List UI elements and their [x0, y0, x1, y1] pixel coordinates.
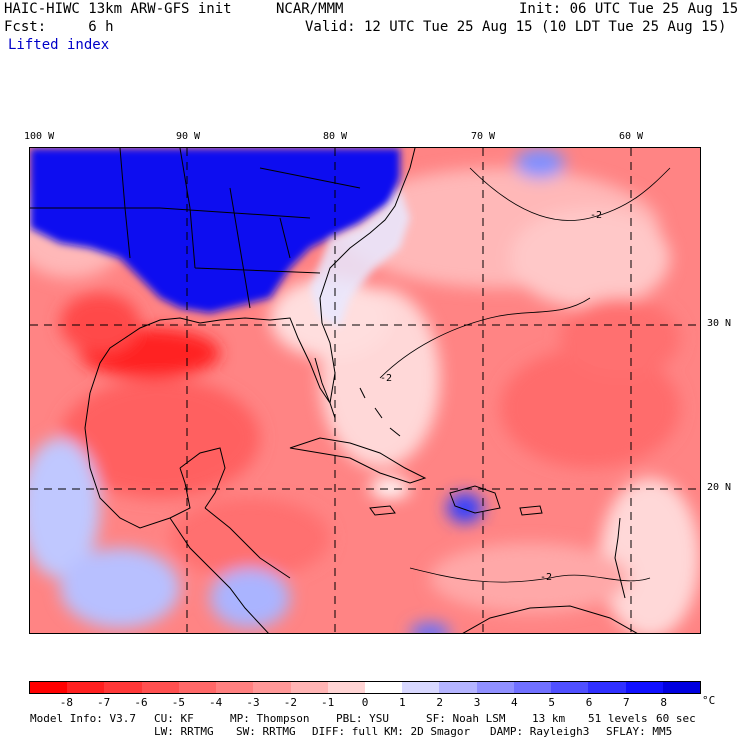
field-name: Lifted index — [8, 37, 110, 53]
graticule — [30, 148, 700, 633]
color-swatch — [364, 682, 403, 693]
color-scale-unit: °C — [702, 694, 716, 707]
color-scale-label: -8 — [59, 696, 73, 709]
lon-label: 70 W — [471, 131, 496, 142]
model-info-lw: LW: RRTMG — [154, 725, 214, 738]
model-info-sf: SF: Noah LSM — [426, 712, 506, 725]
color-scale-label: -2 — [283, 696, 297, 709]
stable-air-region — [30, 148, 400, 313]
contour-label: -2 — [590, 210, 602, 221]
color-swatch — [476, 682, 514, 693]
model-info-diff: DIFF: full — [312, 725, 379, 738]
lon-label: 90 W — [176, 131, 201, 142]
color-scale-label: 4 — [511, 696, 518, 709]
model-info-sw: SW: RRTMG — [236, 725, 296, 738]
color-swatch — [327, 682, 365, 693]
color-scale-label: -4 — [209, 696, 223, 709]
model-info-timestep: 60 sec — [656, 712, 696, 725]
color-swatch — [178, 682, 217, 693]
color-swatch — [625, 682, 663, 693]
lon-label: 80 W — [323, 131, 348, 142]
color-swatch — [141, 682, 179, 693]
model-title: HAIC-HIWC 13km ARW-GFS init — [4, 1, 232, 17]
lat-label: 20 N — [707, 482, 732, 493]
color-swatch — [402, 682, 440, 693]
organization: NCAR/MMM — [276, 1, 344, 17]
model-info-mp: MP: Thompson — [230, 712, 310, 725]
color-swatch — [662, 682, 700, 693]
color-swatch — [253, 682, 291, 693]
contour-label: -2 — [380, 373, 392, 384]
field-shading — [30, 148, 700, 633]
color-swatch — [588, 682, 626, 693]
contours — [379, 167, 671, 583]
color-swatch — [513, 682, 552, 693]
model-info-version: Model Info: V3.7 — [30, 712, 136, 725]
color-scale-label: 5 — [548, 696, 555, 709]
color-scale-label: 3 — [473, 696, 481, 709]
lon-label: 100 W — [24, 131, 55, 142]
color-scale-label: 2 — [436, 696, 443, 709]
color-swatch — [551, 682, 589, 693]
valid-time: Valid: 12 UTC Tue 25 Aug 15 (10 LDT Tue … — [305, 19, 727, 35]
model-info-pbl: PBL: YSU — [336, 712, 389, 725]
model-info-levels: 51 levels — [588, 712, 648, 725]
color-scale-label: 6 — [585, 696, 593, 709]
lat-label: 30 N — [707, 318, 732, 329]
color-swatch — [104, 682, 142, 693]
color-swatch — [216, 682, 254, 693]
model-info-damp: DAMP: Rayleigh3 — [490, 725, 590, 738]
color-scale-label: -6 — [134, 696, 148, 709]
color-scale-label: -5 — [171, 696, 185, 709]
color-swatch — [67, 682, 105, 693]
color-swatch — [290, 682, 328, 693]
init-time: Init: 06 UTC Tue 25 Aug 15 — [519, 1, 739, 17]
color-scale-label: 8 — [660, 696, 667, 709]
color-scale-label: -3 — [246, 696, 260, 709]
map-canvas: -2 -2 -2 — [30, 148, 700, 633]
color-scale-label: -7 — [97, 696, 111, 709]
lifted-index-map: -2 -2 -2 — [29, 147, 701, 634]
model-info-km: KM: 2D Smagor — [384, 725, 471, 738]
color-scale-bar — [29, 681, 701, 694]
model-info-sflay: SFLAY: MM5 — [606, 725, 673, 738]
color-scale-label: 7 — [623, 696, 630, 709]
color-swatch — [439, 682, 477, 693]
model-info-cu: CU: KF — [154, 712, 194, 725]
contour-label: -2 — [540, 572, 552, 583]
lon-label: 60 W — [619, 131, 644, 142]
forecast-hour: Fcst: 6 h — [4, 19, 114, 35]
model-info-resolution: 13 km — [532, 712, 566, 725]
color-scale-label: 1 — [399, 696, 406, 709]
color-scale-label: 0 — [361, 696, 369, 709]
coastlines — [30, 148, 638, 633]
color-swatch — [30, 682, 68, 693]
color-scale-label: -1 — [321, 696, 335, 709]
